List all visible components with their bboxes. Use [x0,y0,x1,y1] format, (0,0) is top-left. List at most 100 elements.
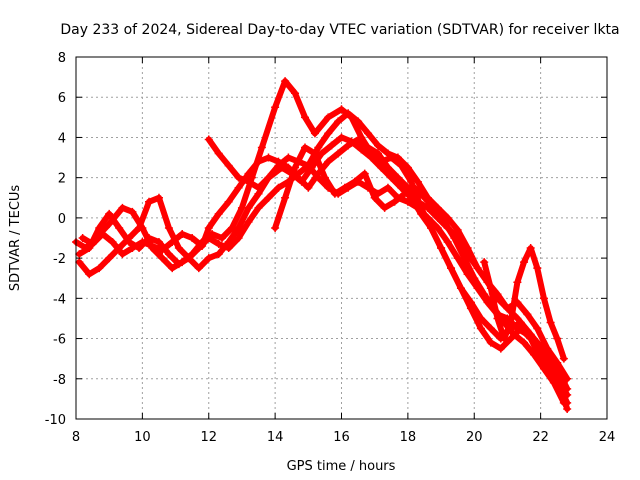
data-point-marker [244,169,253,178]
data-point-marker [264,173,273,182]
data-point-marker [549,378,558,387]
data-point-marker [118,250,127,259]
data-point-marker [463,244,472,253]
data-point-marker [281,193,290,202]
x-axis-ticks: 8 10 12 14 16 18 20 22 24 [72,57,615,445]
data-point-marker [75,250,84,259]
data-point-marker [440,217,449,226]
data-point-marker [85,244,94,253]
data-point-marker [403,163,412,172]
data-point-marker [450,234,459,242]
data-point-marker [563,390,572,399]
data-point-marker [546,318,555,327]
data-point-marker [105,254,114,263]
data-point-marker [453,225,462,234]
data-point-marker [500,334,509,343]
data-point-marker [367,153,376,162]
data-point-marker [178,229,187,238]
data-point-marker [486,284,495,293]
data-point-marker [257,143,266,152]
data-point-marker [337,105,346,114]
data-point-marker [493,314,502,323]
data-point-marker [254,157,263,166]
data-point-marker [354,135,363,144]
x-tick-label: 20 [466,430,483,445]
data-point-marker [145,234,154,242]
data-point-marker [513,278,522,287]
data-point-marker [383,163,392,172]
data-point-marker [393,173,402,182]
data-point-marker [254,203,263,212]
y-tick-label: 2 [58,172,66,187]
series-trace [272,144,567,406]
data-point-marker [274,183,283,192]
data-point-marker [271,103,280,112]
data-point-marker [234,173,243,182]
data-point-marker [473,264,482,273]
data-point-marker [456,284,465,293]
data-point-marker [234,183,243,192]
data-point-marker [480,258,489,267]
data-point-marker [337,133,346,142]
data-point-marker [174,260,183,269]
data-point-marker [334,117,343,126]
data-point-marker [334,149,343,158]
data-point-marker [204,234,213,242]
data-point-marker [433,223,442,232]
y-tick-label: 6 [58,91,66,106]
data-point-marker [284,153,293,162]
data-point-marker [271,223,280,232]
y-tick-label: -8 [53,373,66,388]
data-point-marker [158,254,167,263]
data-point-marker [135,244,144,253]
data-point-marker [78,234,87,242]
y-tick-label: -10 [45,413,66,428]
data-point-marker [437,244,446,253]
data-point-marker [320,173,329,182]
y-tick-label: -2 [53,252,66,267]
data-point-marker [188,234,197,242]
data-point-marker [559,354,568,363]
data-point-marker [194,244,203,253]
data-point-marker [330,189,339,198]
data-point-marker [154,238,163,247]
data-point-marker [135,223,144,232]
data-point-marker [344,141,353,150]
data-point-marker [523,326,532,335]
data-point-marker [234,223,243,232]
data-point-marker [264,193,273,202]
data-point-marker [324,157,333,166]
data-point-marker [300,143,309,152]
data-point-marker [300,113,309,122]
data-point-marker [98,229,107,238]
data-point-marker [168,264,177,273]
data-point-marker [360,169,369,178]
data-point-marker [184,254,193,263]
data-point-marker [204,135,213,144]
data-point-marker [539,364,548,373]
data-point-marker [291,163,300,172]
data-point-marker [224,161,233,170]
x-tick-label: 24 [599,430,616,445]
data-point-marker [85,270,94,279]
x-tick-label: 16 [333,430,350,445]
data-point-marker [304,183,313,192]
data-point-marker [374,141,383,150]
data-point-marker [413,177,422,186]
data-point-marker [529,350,538,359]
data-point-marker [304,161,313,170]
data-point-marker [559,398,568,407]
data-point-marker [291,89,300,98]
data-point-marker [340,183,349,192]
x-tick-label: 12 [200,430,217,445]
data-point-marker [254,183,263,192]
data-point-marker [460,254,469,263]
data-point-marker [204,254,213,263]
data-point-marker [533,338,542,347]
y-tick-label: -4 [53,292,66,307]
data-point-marker [281,77,290,86]
data-point-marker [496,344,505,353]
series-trace [76,134,571,406]
series-track-6 [271,143,568,407]
y-tick-label: 8 [58,51,66,66]
